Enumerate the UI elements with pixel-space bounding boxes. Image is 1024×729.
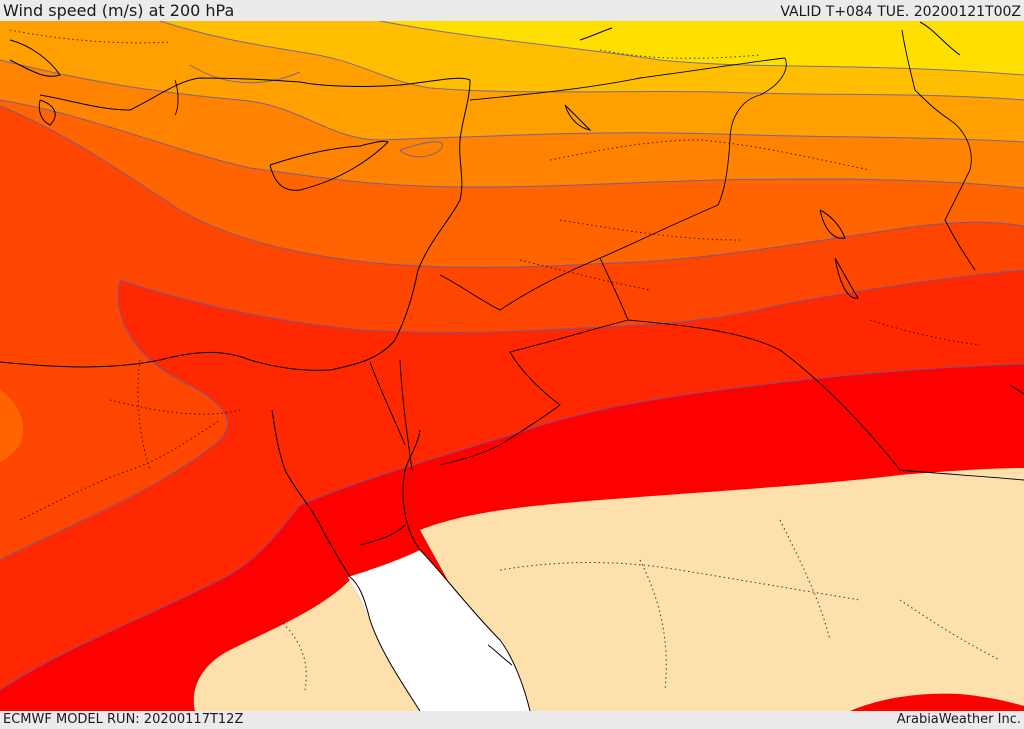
model-run-label: ECMWF MODEL RUN: 20200117T12Z	[3, 712, 244, 727]
political-borders	[174, 29, 1024, 481]
header-bar: Wind speed (m/s) at 200 hPa VALID T+084 …	[0, 0, 1024, 21]
land-below-threshold-sudan	[193, 580, 420, 711]
land-below-threshold-arabia	[420, 468, 1024, 711]
footer-bar: ECMWF MODEL RUN: 20200117T12Z ArabiaWeat…	[0, 711, 1024, 729]
band-6-west-lobe	[0, 390, 24, 462]
red-sea	[348, 550, 530, 711]
coastlines	[0, 21, 1024, 711]
map-title: Wind speed (m/s) at 200 hPa	[3, 1, 235, 20]
isotach-contours	[0, 21, 1024, 691]
band-8-south-patch	[850, 693, 1024, 711]
credit-label: ArabiaWeather Inc.	[896, 712, 1021, 727]
wind-speed-map	[0, 21, 1024, 711]
valid-time: VALID T+084 TUE. 20200121T00Z	[780, 4, 1021, 20]
admin-boundaries	[9, 29, 1001, 691]
